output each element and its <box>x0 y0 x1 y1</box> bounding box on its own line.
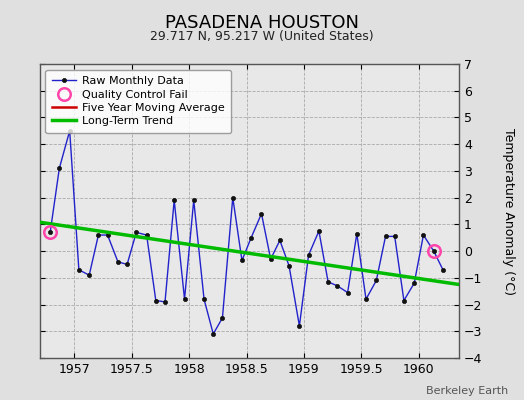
Text: 29.717 N, 95.217 W (United States): 29.717 N, 95.217 W (United States) <box>150 30 374 43</box>
Raw Monthly Data <box>86 273 92 278</box>
Raw Monthly Data <box>391 234 398 239</box>
Raw Monthly Data <box>420 233 427 238</box>
Raw Monthly Data <box>363 297 369 302</box>
Raw Monthly Data <box>115 259 121 264</box>
Raw Monthly Data <box>219 316 225 320</box>
Legend: Raw Monthly Data, Quality Control Fail, Five Year Moving Average, Long-Term Tren: Raw Monthly Data, Quality Control Fail, … <box>46 70 232 133</box>
Raw Monthly Data <box>277 238 283 243</box>
Raw Monthly Data <box>230 195 236 200</box>
Raw Monthly Data <box>95 233 102 238</box>
Raw Monthly Data <box>411 281 418 286</box>
Raw Monthly Data <box>431 249 437 254</box>
Raw Monthly Data <box>162 300 168 304</box>
Raw Monthly Data <box>171 198 177 203</box>
Raw Monthly Data <box>191 198 197 203</box>
Raw Monthly Data <box>239 258 245 263</box>
Raw Monthly Data <box>354 231 360 236</box>
Raw Monthly Data <box>440 268 446 272</box>
Raw Monthly Data <box>144 233 150 238</box>
Raw Monthly Data <box>210 332 216 336</box>
Raw Monthly Data <box>76 268 82 272</box>
Raw Monthly Data <box>401 298 407 303</box>
Raw Monthly Data <box>305 253 312 258</box>
Text: PASADENA HOUSTON: PASADENA HOUSTON <box>165 14 359 32</box>
Raw Monthly Data <box>286 263 292 268</box>
Raw Monthly Data <box>344 290 351 295</box>
Raw Monthly Data <box>268 257 274 262</box>
Raw Monthly Data <box>373 278 379 283</box>
Raw Monthly Data <box>104 233 111 238</box>
Raw Monthly Data <box>67 128 73 133</box>
Raw Monthly Data <box>334 284 341 288</box>
Text: Berkeley Earth: Berkeley Earth <box>426 386 508 396</box>
Raw Monthly Data <box>383 234 389 239</box>
Raw Monthly Data <box>258 211 265 216</box>
Raw Monthly Data <box>325 280 331 284</box>
Raw Monthly Data <box>296 324 302 328</box>
Raw Monthly Data <box>248 235 254 240</box>
Raw Monthly Data <box>124 262 130 267</box>
Raw Monthly Data <box>133 230 139 235</box>
Y-axis label: Temperature Anomaly (°C): Temperature Anomaly (°C) <box>501 128 515 294</box>
Raw Monthly Data <box>152 298 159 303</box>
Raw Monthly Data <box>201 297 207 302</box>
Raw Monthly Data <box>47 230 53 235</box>
Line: Raw Monthly Data: Raw Monthly Data <box>48 129 445 336</box>
Raw Monthly Data <box>316 229 322 234</box>
Raw Monthly Data <box>181 297 188 302</box>
Raw Monthly Data <box>56 166 62 171</box>
